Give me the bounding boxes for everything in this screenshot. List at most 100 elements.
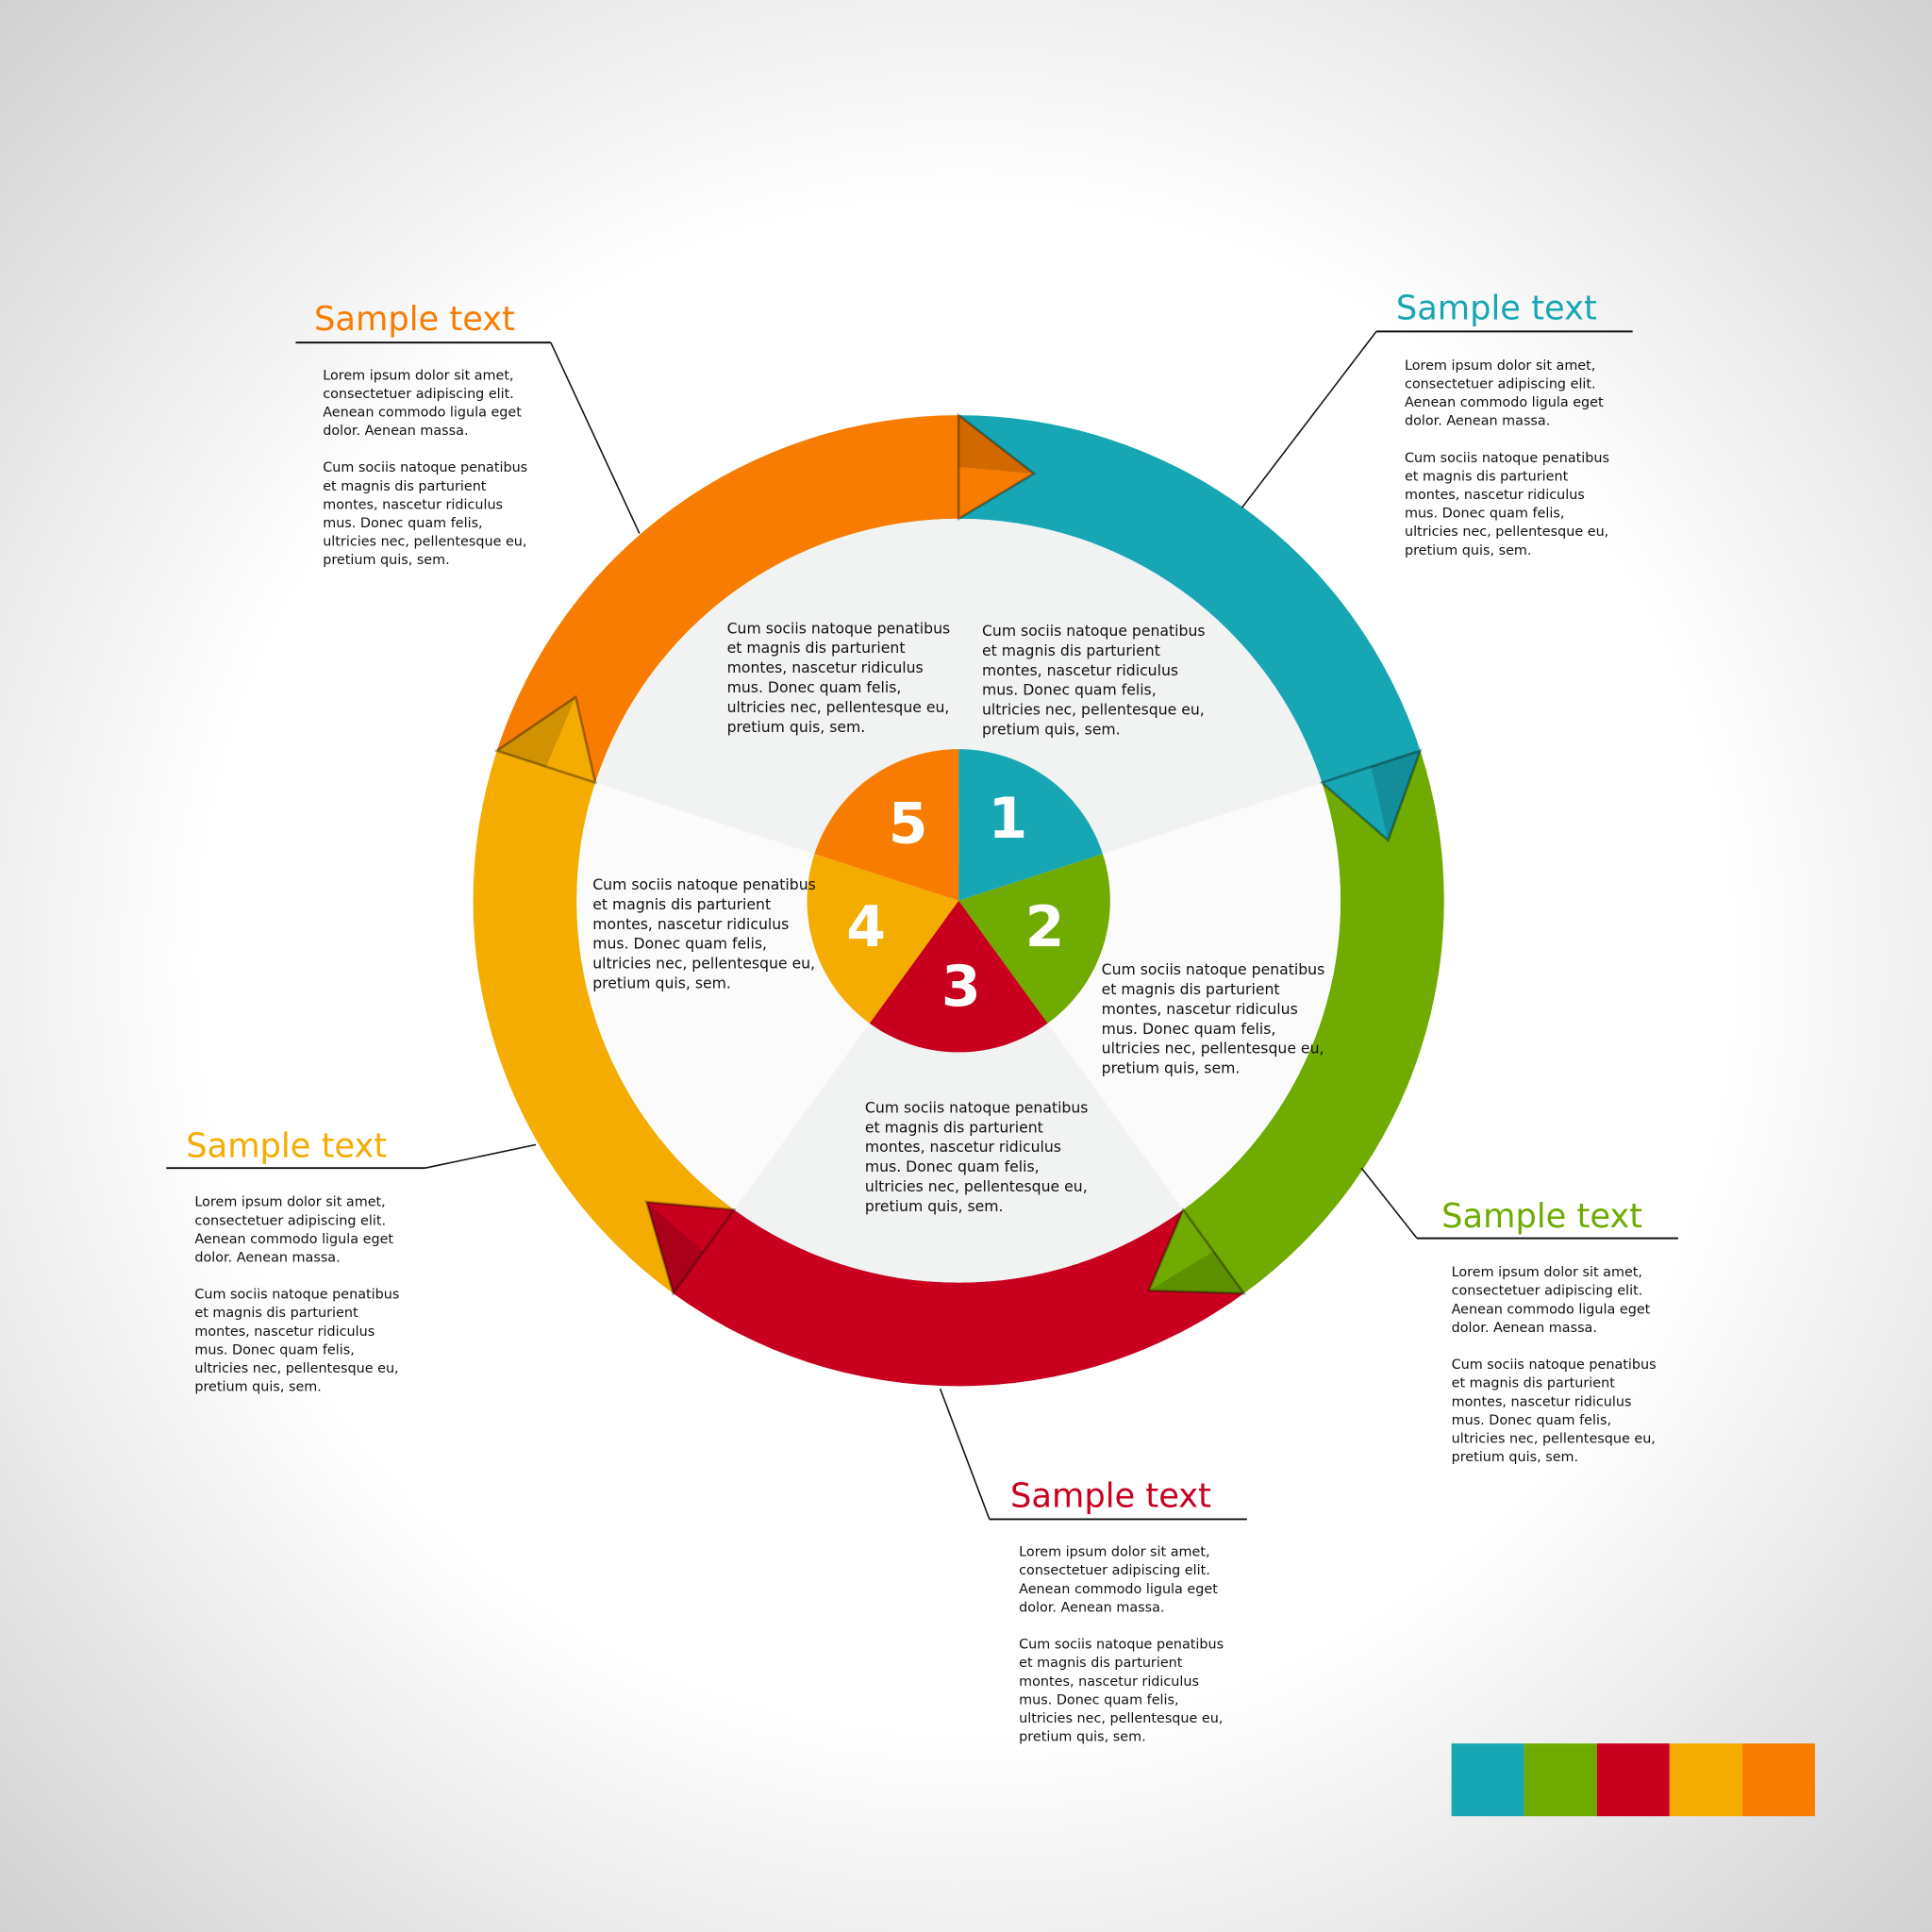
- callout-text-line: Aenean commodo ligula eget: [1019, 1582, 1218, 1597]
- segment-text-line: ultricies nec, pellentesque eu,: [865, 1177, 1088, 1195]
- callout-text-line: montes, nascetur ridiculus: [323, 497, 503, 512]
- palette-swatch-4: [1669, 1743, 1742, 1817]
- callout-leader-line: [1241, 330, 1377, 508]
- segment-text-line: mus. Donec quam felis,: [982, 681, 1157, 699]
- arrow-tip-shadow-5: [958, 415, 1034, 475]
- callout-text-line: pretium quis, sem.: [1019, 1730, 1146, 1745]
- callout-text-line: Aenean commodo ligula eget: [194, 1232, 393, 1247]
- ring-segment-2: [1183, 750, 1444, 1294]
- callout-text-line: dolor. Aenean massa.: [1405, 414, 1550, 429]
- segment-number-2: 2: [1025, 894, 1065, 960]
- callout-title: Sample text: [1010, 1476, 1211, 1515]
- callout-2: Sample text Lorem ipsum dolor sit amet, co…: [1360, 1167, 1678, 1465]
- callout-text-line: mus. Donec quam felis,: [1405, 507, 1564, 522]
- segment-text-line: et magnis dis parturient: [982, 641, 1160, 659]
- callout-text-line: pretium quis, sem.: [1405, 543, 1532, 558]
- callout-text-line: Aenean commodo ligula eget: [323, 405, 522, 420]
- segment-text-line: pretium quis, sem.: [982, 720, 1121, 738]
- ring-segment-5: [496, 415, 959, 783]
- segment-text-line: montes, nascetur ridiculus: [982, 661, 1178, 679]
- callout-title: Sample text: [1441, 1197, 1642, 1236]
- callout-text-line: consectetuer adipiscing elit.: [1405, 376, 1596, 391]
- arrow-tip-shadow-3: [646, 1202, 704, 1294]
- arrow-tip-shadow-4: [496, 696, 576, 767]
- segment-number-5: 5: [889, 791, 928, 857]
- center-sector-2: [958, 854, 1110, 1024]
- segment-text-line: ultricies nec, pellentesque eu,: [1102, 1040, 1324, 1058]
- arrow-tip-shadow-1: [1371, 750, 1421, 841]
- palette-swatch-3: [1596, 1743, 1670, 1817]
- callout-text-line: Lorem ipsum dolor sit amet,: [1452, 1265, 1642, 1280]
- callout-text-line: montes, nascetur ridiculus: [194, 1324, 375, 1340]
- segment-number-3: 3: [941, 954, 981, 1020]
- callout-text-line: ultricies nec, pellentesque eu,: [1405, 525, 1608, 540]
- callout-title: Sample text: [186, 1126, 387, 1165]
- callout-4: Sample text Lorem ipsum dolor sit amet, co…: [166, 1126, 537, 1395]
- segment-number-1: 1: [989, 786, 1028, 852]
- segment-text-line: mus. Donec quam felis,: [727, 678, 902, 696]
- callout-leader-line: [425, 1143, 537, 1169]
- callout-text-line: mus. Donec quam felis,: [1019, 1692, 1178, 1707]
- segment-text-line: ultricies nec, pellentesque eu,: [982, 701, 1205, 719]
- callout-text-line: Cum sociis natoque penatibus: [1452, 1357, 1657, 1373]
- callout-text-line: et magnis dis parturient: [1452, 1376, 1616, 1391]
- ring-segment-4: [473, 750, 735, 1294]
- callout-text-line: montes, nascetur ridiculus: [1019, 1674, 1199, 1690]
- callout-text-line: consectetuer adipiscing elit.: [1019, 1563, 1210, 1578]
- segment-text-line: et magnis dis parturient: [1102, 980, 1280, 998]
- center-sector-4: [807, 854, 959, 1024]
- segment-text-line: ultricies nec, pellentesque eu,: [727, 698, 950, 716]
- ring-segment-3: [673, 1209, 1244, 1387]
- callout-text-line: dolor. Aenean massa.: [1452, 1321, 1597, 1336]
- segment-text-line: montes, nascetur ridiculus: [727, 658, 924, 676]
- arrow-tip-2: [1146, 1207, 1247, 1295]
- callout-title: Sample text: [314, 300, 515, 339]
- callout-text-line: dolor. Aenean massa.: [194, 1250, 340, 1265]
- palette-swatch-2: [1524, 1743, 1597, 1817]
- segment-text-line: pretium quis, sem.: [592, 974, 731, 992]
- callout-text-line: et magnis dis parturient: [1019, 1656, 1183, 1671]
- segment-text-line: mus. Donec quam felis,: [865, 1158, 1040, 1175]
- callout-text-line: ultricies nec, pellentesque eu,: [323, 535, 526, 550]
- callout-text-line: pretium quis, sem.: [1452, 1450, 1579, 1465]
- callout-text-line: Cum sociis natoque penatibus: [1019, 1638, 1224, 1653]
- center-sector-3: [869, 900, 1048, 1053]
- callouts: Sample text Lorem ipsum dolor sit amet, co…: [166, 289, 1678, 1745]
- segment-text-line: montes, nascetur ridiculus: [865, 1138, 1061, 1156]
- arrow-tip-4: [493, 694, 597, 785]
- callout-text-line: pretium quis, sem.: [323, 553, 450, 568]
- callout-text-line: Lorem ipsum dolor sit amet,: [194, 1195, 385, 1210]
- center-sector-5: [814, 749, 959, 901]
- center-sector-1: [958, 749, 1103, 901]
- callout-text-line: Cum sociis natoque penatibus: [1405, 451, 1609, 466]
- callout-leader-line: [1360, 1167, 1418, 1240]
- callout-text-line: Cum sociis natoque penatibus: [194, 1288, 399, 1303]
- callout-text-line: dolor. Aenean massa.: [1019, 1600, 1164, 1615]
- segment-text-line: Cum sociis natoque penatibus: [982, 622, 1206, 640]
- callout-5: Sample text Lorem ipsum dolor sit amet, co…: [295, 300, 641, 568]
- callout-text-line: montes, nascetur ridiculus: [1405, 488, 1585, 503]
- callout-text-line: Cum sociis natoque penatibus: [323, 460, 527, 475]
- callout-text-line: montes, nascetur ridiculus: [1452, 1394, 1632, 1409]
- arrow-tip-1: [1319, 748, 1423, 843]
- callout-text-line: pretium quis, sem.: [194, 1380, 322, 1395]
- segment-text-line: montes, nascetur ridiculus: [592, 915, 789, 933]
- callout-text-line: et magnis dis parturient: [323, 479, 487, 494]
- segment-text-line: et magnis dis parturient: [727, 639, 906, 657]
- callout-text-line: ultricies nec, pellentesque eu,: [1019, 1711, 1223, 1726]
- callout-text-line: Aenean commodo ligula eget: [1452, 1302, 1651, 1317]
- callout-text-line: et magnis dis parturient: [1405, 469, 1569, 484]
- disc-sector-3: [734, 900, 1184, 1283]
- palette-swatch-1: [1451, 1743, 1524, 1817]
- callout-text-line: et magnis dis parturient: [194, 1306, 358, 1321]
- callout-text-line: Lorem ipsum dolor sit amet,: [1019, 1545, 1209, 1560]
- segment-text-line: et magnis dis parturient: [865, 1118, 1043, 1136]
- callout-text-line: consectetuer adipiscing elit.: [323, 387, 514, 402]
- callout-leader-line: [939, 1388, 991, 1520]
- callout-text-line: mus. Donec quam felis,: [194, 1342, 354, 1357]
- callout-text-line: consectetuer adipiscing elit.: [1452, 1284, 1643, 1299]
- callout-title: Sample text: [1396, 289, 1597, 327]
- arrow-tip-3: [644, 1200, 737, 1297]
